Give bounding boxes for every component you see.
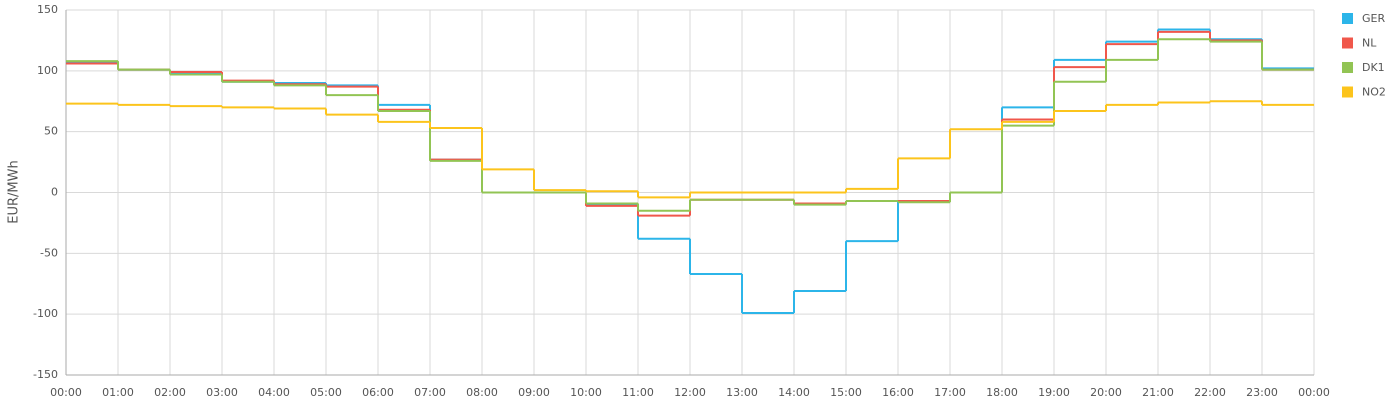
y-tick-label: 150 [37, 3, 58, 16]
x-tick-label: 16:00 [882, 386, 914, 399]
x-tick-label: 02:00 [154, 386, 186, 399]
y-tick-label: 0 [51, 186, 58, 199]
y-tick-label: -150 [33, 368, 58, 381]
x-tick-label: 04:00 [258, 386, 290, 399]
x-tick-label: 01:00 [102, 386, 134, 399]
x-tick-label: 20:00 [1090, 386, 1122, 399]
legend-label: DK1 [1362, 61, 1385, 74]
x-tick-label: 21:00 [1142, 386, 1174, 399]
x-tick-label: 08:00 [466, 386, 498, 399]
series [66, 100, 1314, 199]
x-tick-label: 07:00 [414, 386, 446, 399]
x-tick-label: 10:00 [570, 386, 602, 399]
x-tick-label: 13:00 [726, 386, 758, 399]
x-tick-label: 14:00 [778, 386, 810, 399]
legend-swatch [1342, 13, 1353, 24]
legend-label: NO2 [1362, 86, 1386, 99]
x-tick-label: 11:00 [622, 386, 654, 399]
x-tick-label: 12:00 [674, 386, 706, 399]
legend-swatch [1342, 62, 1353, 73]
x-tick-label: 06:00 [362, 386, 394, 399]
y-axis-label: EUR/MWh [7, 160, 22, 223]
series [66, 38, 1314, 212]
x-tick-label: 22:00 [1194, 386, 1226, 399]
x-tick-label: 05:00 [310, 386, 342, 399]
y-tick-label: 100 [37, 64, 58, 77]
legend-label: GER [1362, 12, 1385, 25]
legend-swatch [1342, 37, 1353, 49]
legend-swatch [1342, 86, 1353, 98]
y-tick-label: -100 [33, 307, 58, 320]
x-tick-label: 19:00 [1038, 386, 1070, 399]
x-tick-label: 17:00 [934, 386, 966, 399]
x-tick-label: 00:00 [1298, 386, 1330, 399]
legend-label: NL [1362, 37, 1377, 50]
x-tick-label: 18:00 [986, 386, 1018, 399]
x-tick-label: 03:00 [206, 386, 238, 399]
x-tick-label: 15:00 [830, 386, 862, 399]
y-tick-label: 50 [44, 125, 58, 138]
x-tick-label: 09:00 [518, 386, 550, 399]
y-tick-label: -50 [40, 246, 58, 259]
x-tick-label: 00:00 [50, 386, 82, 399]
x-tick-label: 23:00 [1246, 386, 1278, 399]
